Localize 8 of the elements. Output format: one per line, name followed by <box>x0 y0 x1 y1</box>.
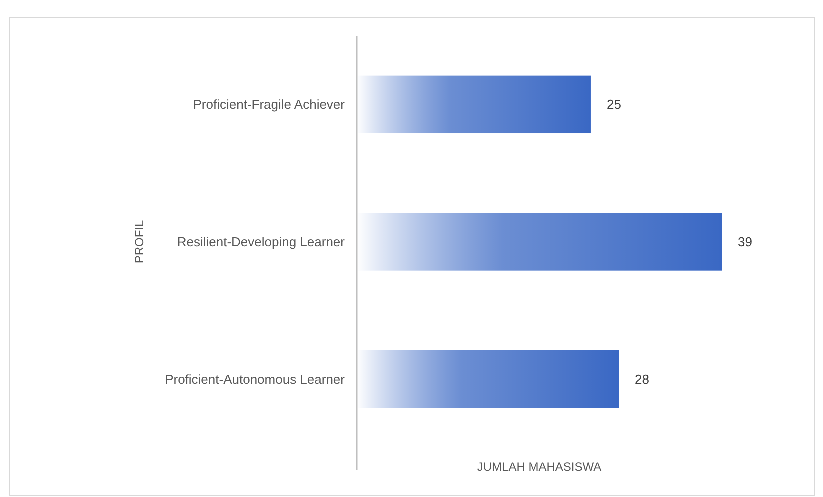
y-tick-label: Proficient-Autonomous Learner <box>165 372 346 387</box>
y-tick-label: Proficient-Fragile Achiever <box>193 97 346 112</box>
data-label: 39 <box>738 234 752 250</box>
x-axis-title: JUMLAH MAHASISWA <box>477 460 602 474</box>
data-label: 25 <box>606 97 622 112</box>
y-axis-title: PROFIL <box>132 220 147 264</box>
y-tick-label: Resilient-Developing Learner <box>177 234 346 250</box>
data-label: 28 <box>635 372 650 387</box>
